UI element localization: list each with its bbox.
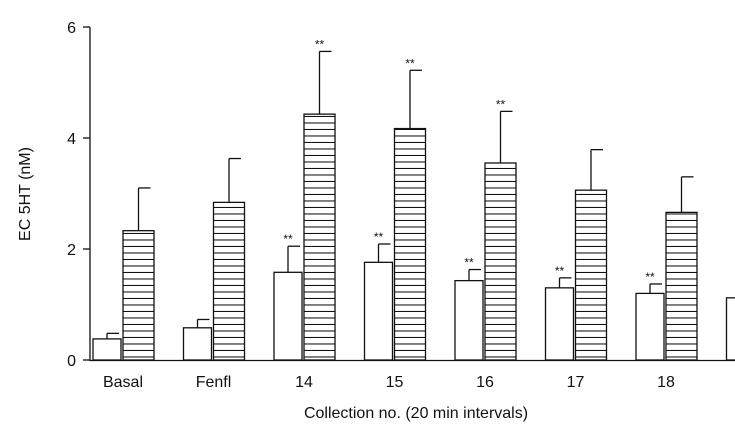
significance-marker: ** — [555, 264, 565, 278]
significance-marker: ** — [496, 97, 506, 111]
bar-hatched — [212, 201, 246, 361]
x-tick-label: Fenfl — [196, 374, 232, 391]
bar-open — [182, 327, 213, 361]
bar-hatched — [574, 189, 608, 361]
y-tick-label: 6 — [67, 20, 76, 37]
x-tick-label: Basal — [103, 374, 143, 391]
x-tick-label: 16 — [476, 374, 494, 391]
bar-open — [635, 292, 665, 361]
bar-marks: ****************** — [92, 37, 735, 361]
y-axis-ticks: 0 2 4 6 — [67, 20, 90, 370]
bar-open — [725, 297, 735, 361]
x-axis-categories: BasalFenfl141516171819 — [103, 374, 675, 391]
x-axis-title: Collection no. (20 min intervals) — [304, 405, 528, 422]
significance-marker: ** — [645, 270, 655, 284]
bar-open — [363, 261, 394, 361]
y-axis-title: EC 5HT (nM) — [17, 147, 34, 241]
x-tick-label: 15 — [386, 374, 404, 391]
bar-hatched — [122, 230, 155, 361]
significance-marker: ** — [283, 232, 293, 246]
x-tick-label: 18 — [657, 374, 675, 391]
significance-marker: ** — [374, 230, 384, 244]
significance-marker: ** — [464, 256, 474, 270]
bar-hatched — [303, 113, 336, 361]
bar-hatched — [665, 211, 698, 361]
y-tick-label: 2 — [67, 242, 76, 259]
bar-open — [273, 271, 303, 361]
y-tick-label: 4 — [67, 131, 76, 148]
x-tick-label: 17 — [567, 374, 585, 391]
bar-open — [544, 287, 575, 361]
significance-marker: ** — [405, 56, 415, 70]
bar-hatched — [393, 127, 427, 361]
bar-open — [454, 279, 484, 361]
bar-open — [92, 338, 122, 361]
significance-marker: ** — [315, 37, 325, 51]
bar-hatched — [484, 162, 517, 361]
y-tick-label: 0 — [67, 353, 76, 370]
x-tick-label: 14 — [295, 374, 313, 391]
